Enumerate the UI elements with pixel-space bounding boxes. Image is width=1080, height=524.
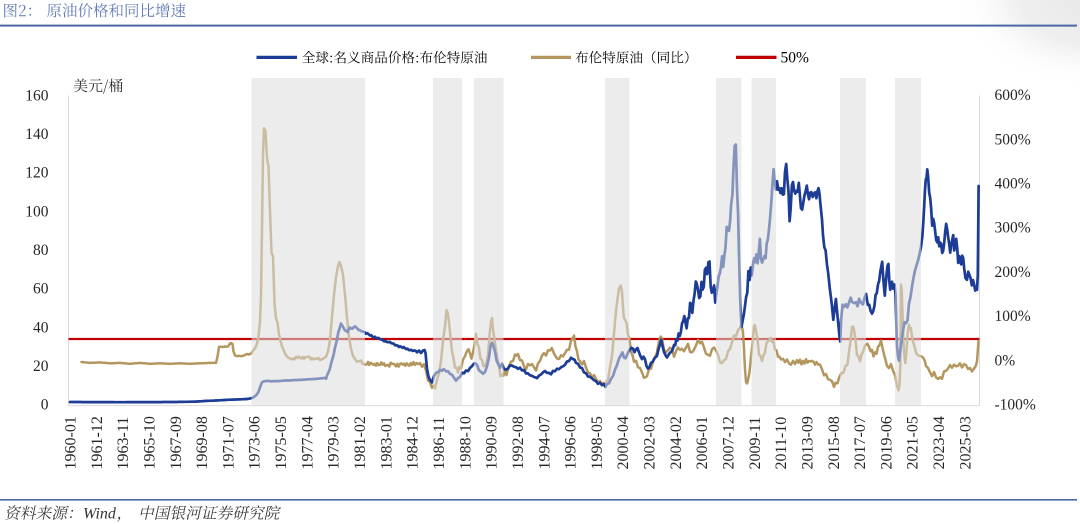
svg-text:2000-04: 2000-04: [615, 416, 632, 469]
svg-text:2007-12: 2007-12: [721, 416, 738, 469]
svg-text:2013-09: 2013-09: [800, 416, 817, 469]
svg-text:2002-03: 2002-03: [642, 416, 659, 469]
svg-text:400%: 400%: [995, 176, 1031, 193]
svg-text:1963-11: 1963-11: [115, 417, 132, 470]
svg-text:1977-04: 1977-04: [299, 416, 316, 469]
svg-text:1967-09: 1967-09: [168, 416, 185, 469]
svg-text:2023-04: 2023-04: [931, 416, 948, 469]
svg-text:2021-05: 2021-05: [905, 416, 922, 469]
svg-text:1971-07: 1971-07: [220, 416, 237, 469]
svg-text:1994-07: 1994-07: [536, 416, 553, 469]
svg-text:1986-11: 1986-11: [431, 417, 448, 470]
svg-text:1981-02: 1981-02: [352, 416, 369, 469]
svg-text:2015-08: 2015-08: [826, 416, 843, 469]
svg-text:500%: 500%: [995, 131, 1031, 148]
svg-text:1988-10: 1988-10: [457, 416, 474, 469]
svg-text:100%: 100%: [995, 308, 1031, 325]
svg-text:1990-09: 1990-09: [484, 416, 501, 469]
svg-text:2019-06: 2019-06: [878, 416, 895, 469]
svg-text:1983-01: 1983-01: [378, 416, 395, 469]
svg-text:50%: 50%: [781, 50, 810, 67]
svg-text:1992-08: 1992-08: [510, 416, 527, 469]
svg-text:1960-01: 1960-01: [63, 416, 80, 469]
svg-text:1965-10: 1965-10: [142, 416, 159, 469]
svg-text:2011-10: 2011-10: [773, 417, 790, 470]
svg-text:20: 20: [33, 358, 49, 375]
svg-text:2004-02: 2004-02: [668, 416, 685, 469]
svg-text:0: 0: [41, 397, 49, 414]
svg-text:1975-05: 1975-05: [273, 416, 290, 469]
svg-text:1998-05: 1998-05: [589, 416, 606, 469]
svg-text:1979-03: 1979-03: [326, 416, 343, 469]
svg-text:1996-06: 1996-06: [563, 416, 580, 469]
svg-text:100: 100: [25, 203, 49, 220]
svg-text:40: 40: [33, 319, 49, 336]
svg-text:2009-11: 2009-11: [747, 417, 764, 470]
svg-text:-100%: -100%: [995, 397, 1036, 414]
svg-text:120: 120: [25, 165, 49, 182]
svg-text:1961-12: 1961-12: [89, 416, 106, 469]
svg-text:2017-07: 2017-07: [852, 416, 869, 469]
svg-text:2006-01: 2006-01: [694, 416, 711, 469]
svg-text:600%: 600%: [995, 87, 1031, 104]
svg-text:80: 80: [33, 242, 49, 259]
svg-text:1973-06: 1973-06: [247, 416, 264, 469]
svg-text:1984-12: 1984-12: [405, 416, 422, 469]
svg-text:200%: 200%: [995, 264, 1031, 281]
svg-text:Wind: Wind: [83, 506, 117, 523]
svg-text:2025-03: 2025-03: [957, 416, 974, 469]
svg-text:160: 160: [25, 87, 49, 104]
svg-text:140: 140: [25, 126, 49, 143]
svg-text:0%: 0%: [995, 352, 1016, 369]
svg-text:1969-08: 1969-08: [194, 416, 211, 469]
svg-text:60: 60: [33, 281, 49, 298]
svg-text:300%: 300%: [995, 220, 1031, 237]
